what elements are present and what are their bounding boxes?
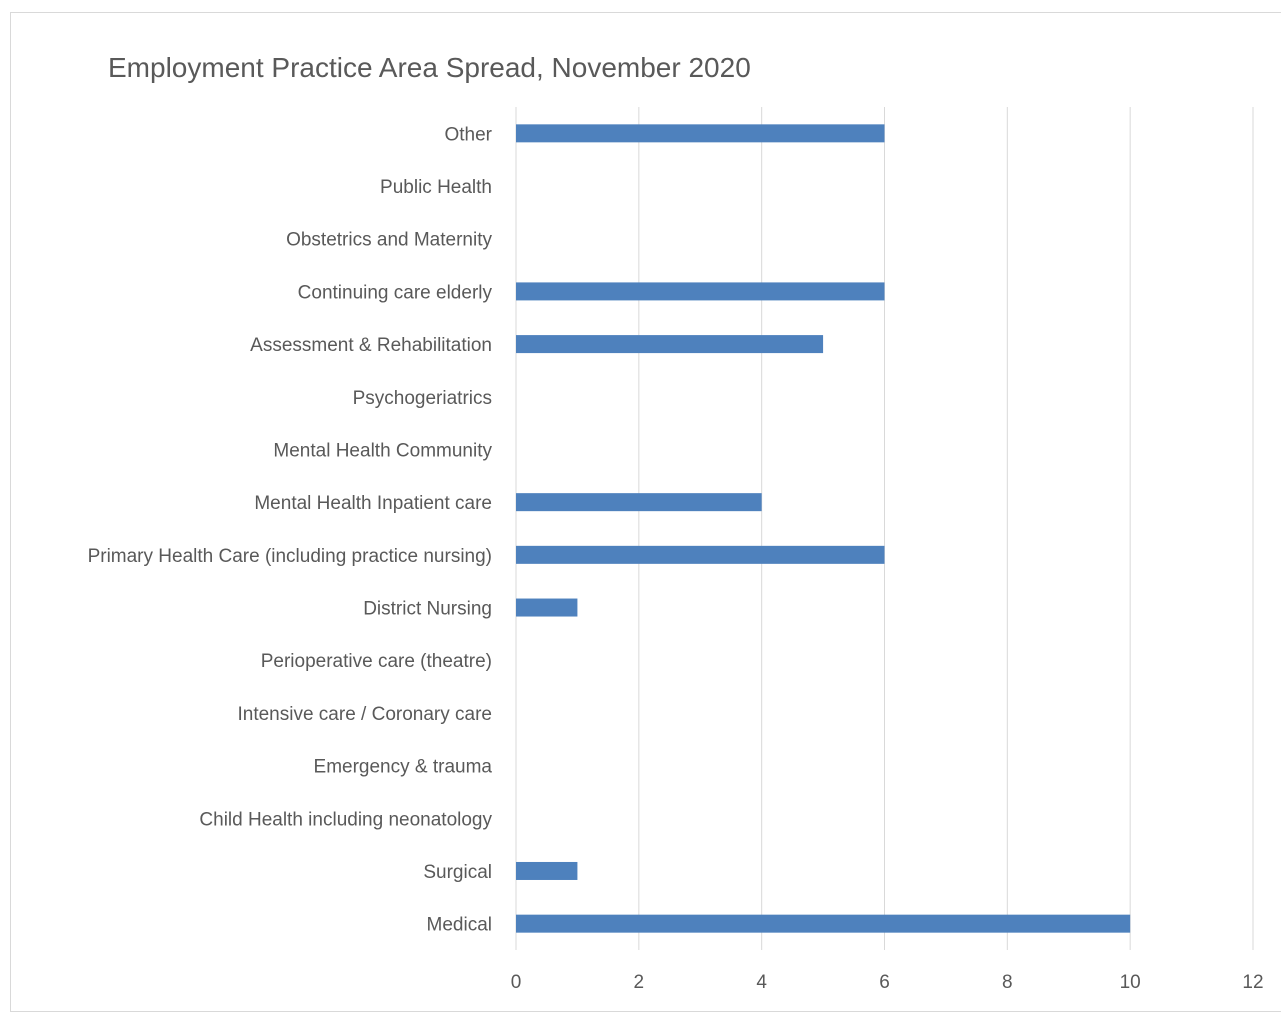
category-label: Intensive care / Coronary care: [237, 704, 492, 725]
x-tick-label: 0: [511, 972, 522, 993]
bar: [516, 124, 885, 143]
x-tick-label: 10: [1120, 972, 1141, 993]
category-label: Medical: [427, 915, 492, 936]
bar: [516, 914, 1131, 933]
category-label: Psychogeriatrics: [353, 388, 492, 409]
bar: [516, 598, 578, 617]
category-label: Mental Health Community: [273, 440, 492, 461]
category-label: Child Health including neonatology: [199, 809, 492, 830]
x-tick-label: 8: [1002, 972, 1013, 993]
x-tick-label: 2: [634, 972, 645, 993]
category-label: Emergency & trauma: [314, 757, 493, 778]
category-labels: Medical Surgical Child Health including ne…: [88, 124, 493, 935]
category-label: Primary Health Care (including practice …: [88, 546, 492, 567]
bar: [516, 493, 762, 512]
category-label: Perioperative care (theatre): [261, 651, 492, 672]
category-label: Surgical: [423, 862, 492, 883]
bar: [516, 545, 885, 564]
category-label: District Nursing: [363, 599, 492, 620]
x-tick-label: 12: [1242, 972, 1263, 993]
category-label: Other: [444, 124, 492, 145]
bars: [516, 124, 1131, 933]
chart-title: Employment Practice Area Spread, Novembe…: [108, 52, 751, 83]
category-label: Obstetrics and Maternity: [286, 230, 492, 251]
x-tick-label: 6: [879, 972, 890, 993]
gridlines: [515, 107, 1254, 950]
bar: [516, 335, 824, 354]
category-label: Assessment & Rehabilitation: [250, 335, 492, 356]
category-label: Continuing care elderly: [298, 282, 493, 303]
bar: [516, 861, 578, 880]
x-tick-labels: 0 2 4 6 8 10 12: [511, 972, 1264, 993]
x-tick-label: 4: [756, 972, 767, 993]
chart-area: [10, 12, 1281, 1012]
category-label: Public Health: [380, 177, 492, 198]
bar: [516, 282, 885, 301]
category-label: Mental Health Inpatient care: [254, 493, 492, 514]
